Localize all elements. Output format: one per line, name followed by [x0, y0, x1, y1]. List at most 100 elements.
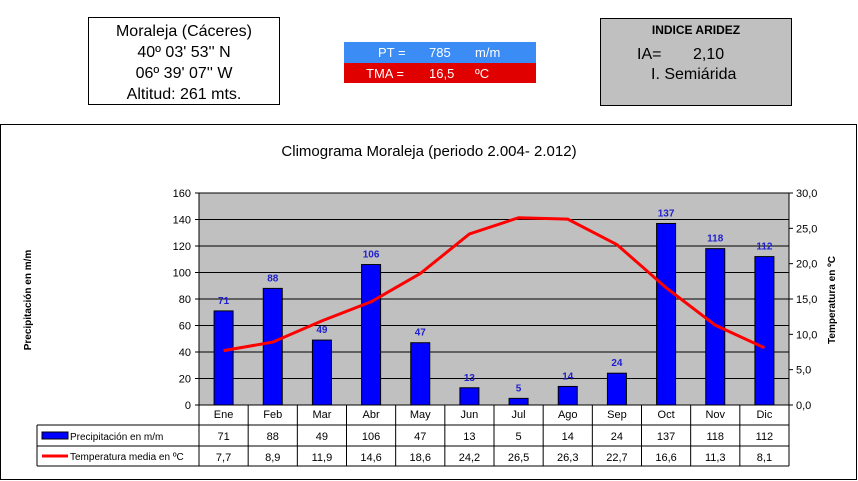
table-cell-temperature: 26,5	[508, 452, 529, 464]
legend-key-precipitation	[41, 431, 69, 440]
tma-unit: ºC	[475, 66, 490, 81]
y-tick-label: 120	[173, 241, 191, 253]
bar-value-label: 88	[267, 273, 279, 284]
x-tick-label: Ago	[558, 409, 578, 421]
x-tick-label: Sep	[607, 409, 627, 421]
precipitation-bar	[410, 342, 431, 406]
table-cell-precipitation: 71	[217, 431, 229, 443]
y-tick-label: 100	[173, 268, 191, 280]
table-cell-temperature: 26,3	[557, 452, 578, 464]
table-cell-precipitation: 47	[414, 431, 426, 443]
x-tick-label: Jul	[512, 409, 526, 421]
x-tick-label: Dic	[756, 409, 772, 421]
x-tick-label: Abr	[363, 409, 380, 421]
bar-value-label: 13	[464, 373, 476, 384]
y-tick-label: 140	[173, 215, 191, 227]
table-cell-temperature: 11,9	[312, 452, 333, 464]
y2-tick-label: 5,0	[796, 365, 811, 377]
y2-tick-label: 10,0	[796, 329, 817, 341]
table-cell-precipitation: 49	[316, 431, 328, 443]
bar-value-label: 49	[316, 325, 328, 336]
table-cell-temperature: 8,9	[265, 452, 280, 464]
table-cell-temperature: 7,7	[216, 452, 231, 464]
y-tick-label: 60	[179, 321, 191, 333]
y-tick-label: 20	[179, 374, 191, 386]
table-cell-temperature: 16,6	[655, 452, 676, 464]
table-cell-precipitation: 112	[756, 431, 774, 443]
chart-title: Climograma Moraleja (periodo 2.004- 2.01…	[281, 143, 576, 160]
y-tick-label: 0	[185, 400, 191, 412]
table-cell-precipitation: 5	[516, 431, 522, 443]
location-longitude: 06º 39' 07'' W	[135, 65, 233, 82]
location-latitude: 40º 03' 53'' N	[137, 44, 231, 61]
precipitation-bar	[262, 287, 283, 406]
precipitation-bar	[656, 222, 677, 406]
table-cell-temperature: 14,6	[360, 452, 381, 464]
pt-unit: m/m	[475, 45, 501, 60]
bar-value-label: 71	[218, 296, 230, 307]
y2-tick-label: 20,0	[796, 259, 817, 271]
x-tick-label: Nov	[705, 409, 725, 421]
precipitation-bar	[557, 385, 578, 406]
y2-tick-label: 25,0	[796, 223, 817, 235]
legend-label-precipitation: Precipitación en m/m	[70, 432, 163, 443]
aridity-classification: I. Semiárida	[651, 66, 737, 83]
location-box: Moraleja (Cáceres) 40º 03' 53'' N 06º 39…	[88, 17, 280, 105]
table-cell-precipitation: 118	[706, 431, 724, 443]
y-tick-label: 160	[173, 188, 191, 200]
precipitation-bar	[361, 264, 382, 406]
precipitation-bar	[606, 372, 627, 406]
aridity-title: INDICE ARIDEZ	[651, 23, 741, 37]
y-tick-label: 40	[179, 347, 191, 359]
location-name: Moraleja (Cáceres)	[115, 23, 253, 40]
location-altitude: Altitud: 261 mts.	[126, 86, 242, 103]
aridity-ia-label: IA=	[637, 46, 662, 63]
table-cell-precipitation: 88	[267, 431, 279, 443]
precipitation-bar	[508, 397, 529, 406]
tma-label: TMA =	[366, 66, 404, 81]
chart-frame	[0, 124, 857, 480]
table-cell-temperature: 22,7	[606, 452, 627, 464]
aridity-box: INDICE ARIDEZ IA= 2,10 I. Semiárida	[600, 18, 792, 106]
bar-value-label: 118	[707, 234, 724, 245]
precipitation-bar	[213, 310, 234, 406]
legend-label-temperature: Temperatura media en ºC	[70, 452, 184, 463]
x-tick-label: Ene	[214, 409, 234, 421]
bar-value-label: 14	[562, 371, 574, 382]
tma-row: TMA = 16,5 ºC	[344, 63, 536, 83]
table-cell-temperature: 8,1	[757, 452, 772, 464]
temperature-line	[223, 216, 766, 353]
tma-value: 16,5	[429, 66, 455, 81]
y2-tick-label: 15,0	[796, 294, 817, 306]
table-cell-precipitation: 14	[562, 431, 574, 443]
x-tick-label: Mar	[312, 409, 331, 421]
bar-value-label: 5	[516, 383, 522, 394]
x-tick-label: Oct	[658, 409, 675, 421]
aridity-ia-value: 2,10	[693, 46, 725, 63]
x-tick-label: Feb	[263, 409, 282, 421]
y2-axis-title: Temperatura en ºC	[827, 256, 838, 344]
table-cell-precipitation: 106	[362, 431, 380, 443]
precipitation-bar	[459, 387, 480, 406]
x-tick-label: Jun	[461, 409, 479, 421]
bar-value-label: 24	[611, 358, 623, 369]
bar-value-label: 106	[363, 250, 380, 261]
bar-value-label: 112	[756, 242, 773, 253]
precipitation-bar	[311, 339, 332, 406]
bar-value-label: 47	[415, 328, 427, 339]
y2-tick-label: 30,0	[796, 188, 817, 200]
pt-label: PT =	[378, 45, 406, 60]
y-tick-label: 80	[179, 294, 191, 306]
bar-value-label: 137	[658, 208, 675, 219]
y-axis-title: Precipitación en m/m	[23, 250, 34, 351]
table-cell-temperature: 11,3	[705, 452, 726, 464]
pt-value: 785	[429, 45, 451, 60]
table-cell-precipitation: 24	[611, 431, 623, 443]
table-cell-precipitation: 137	[657, 431, 675, 443]
table-cell-precipitation: 13	[463, 431, 475, 443]
pt-row: PT = 785 m/m	[344, 42, 536, 63]
precipitation-bar	[754, 256, 775, 406]
table-cell-temperature: 18,6	[410, 452, 431, 464]
table-cell-temperature: 24,2	[459, 452, 480, 464]
